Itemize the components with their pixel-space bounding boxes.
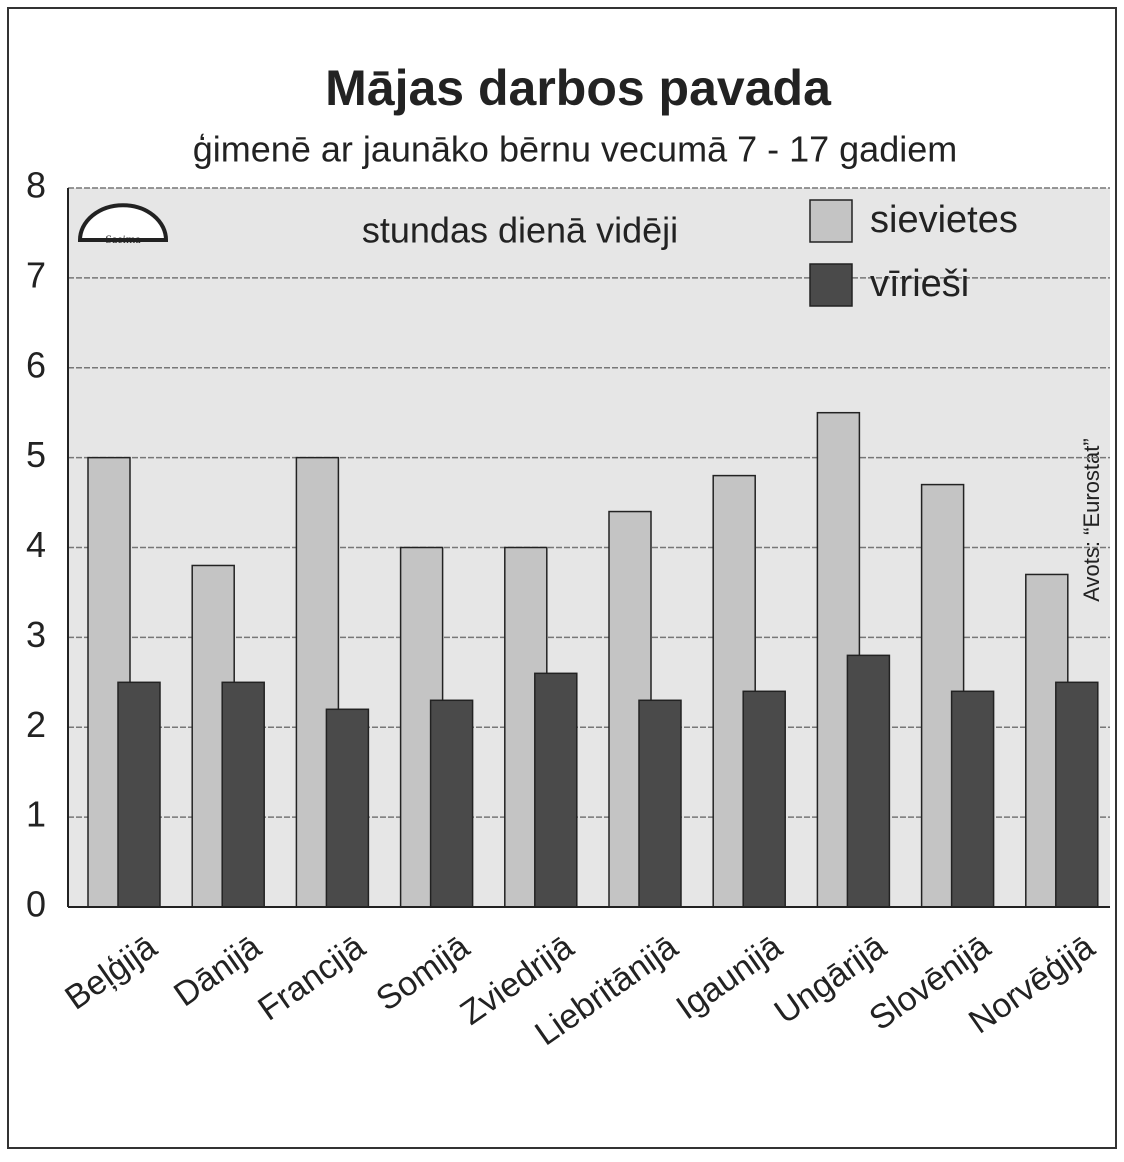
y-tick-label: 7: [26, 254, 46, 295]
legend-swatch: [810, 264, 852, 306]
y-tick-label: 0: [26, 884, 46, 925]
y-tick-label: 1: [26, 794, 46, 835]
bar: [326, 709, 368, 907]
y-tick-label: 8: [26, 165, 46, 206]
bar: [535, 673, 577, 907]
legend-label: sievietes: [870, 199, 1018, 241]
chart-title: Mājas darbos pavada: [325, 60, 832, 116]
bar: [743, 691, 785, 907]
bar: [1056, 682, 1098, 907]
bar: [222, 682, 264, 907]
y-tick-label: 6: [26, 344, 46, 385]
bar: [639, 700, 681, 907]
legend-swatch: [810, 200, 852, 242]
bar: [952, 691, 994, 907]
source: Avots: “Eurostat”: [1079, 438, 1104, 601]
chart-subtitle: ģimenē ar jaunāko bērnu vecumā 7 - 17 ga…: [193, 129, 957, 170]
legend-label: vīrieši: [870, 263, 969, 305]
logo-text: Saeima: [105, 232, 141, 246]
chart: Mājas darbos pavada ģimenē ar jaunāko bē…: [0, 0, 1124, 1157]
bar: [847, 655, 889, 907]
annotation: stundas dienā vidēji: [362, 210, 678, 251]
bar: [431, 700, 473, 907]
y-tick-label: 3: [26, 614, 46, 655]
y-tick-label: 2: [26, 704, 46, 745]
bar: [118, 682, 160, 907]
y-tick-label: 5: [26, 434, 46, 475]
y-tick-label: 4: [26, 524, 46, 565]
